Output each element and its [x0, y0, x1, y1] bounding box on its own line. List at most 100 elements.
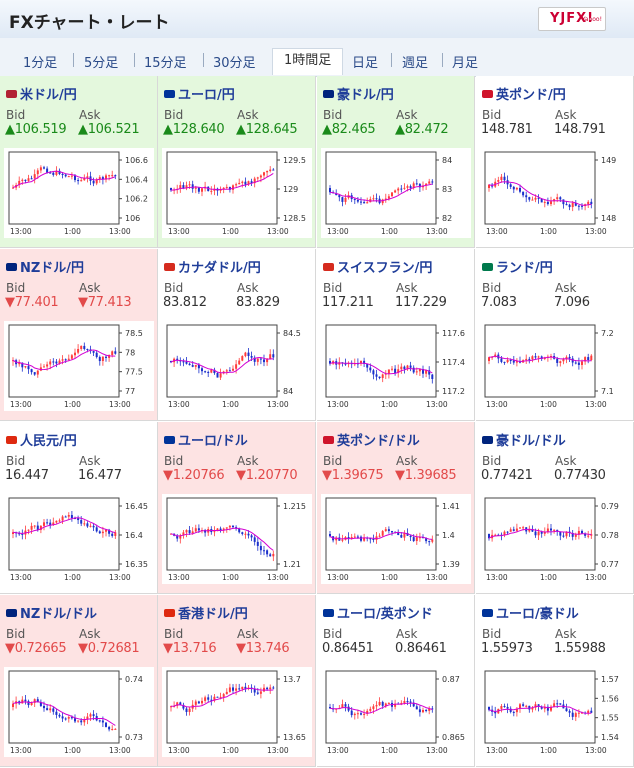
candle	[95, 527, 98, 532]
pair-link[interactable]: 英ポンド/ドル	[323, 430, 420, 449]
moving-average-line	[488, 705, 592, 714]
candle	[86, 716, 89, 720]
tab-15min[interactable]: 15分足	[144, 56, 187, 71]
candle	[95, 179, 98, 184]
ask-value: 1.55988	[554, 641, 606, 656]
candle	[86, 523, 89, 527]
price-chart[interactable]: 84.5 84 13:00 1:00 13:00	[162, 321, 312, 411]
price-chart[interactable]: 84 83 82 13:00 1:00 13:00	[321, 148, 471, 238]
bid-label: Bid	[323, 454, 343, 468]
tab-1min[interactable]: 1分足	[23, 56, 58, 71]
candle	[114, 175, 117, 177]
pair-link[interactable]: NZドル/ドル	[6, 603, 97, 622]
price-chart[interactable]: 1.57 1.56 1.55 1.54 13:00 1:00 13:00	[480, 667, 630, 757]
candle	[24, 699, 27, 702]
y-tick-label: 106.2	[125, 195, 148, 204]
price-chart[interactable]: 16.45 16.4 16.35 13:00 1:00 13:00	[4, 494, 154, 584]
candle	[194, 701, 197, 705]
pair-link[interactable]: ユーロ/ドル	[164, 430, 248, 449]
price-chart[interactable]: 129.5 129 128.5 13:00 1:00 13:00	[162, 148, 312, 238]
y-tick-label: 7.2	[601, 329, 614, 338]
ask-value: ▲106.521	[78, 122, 140, 137]
candle	[33, 525, 36, 527]
pair-link[interactable]: ユーロ/円	[164, 84, 235, 103]
candle	[488, 357, 490, 361]
candle	[247, 533, 250, 536]
candle	[512, 711, 515, 713]
candle	[531, 529, 534, 532]
price-chart[interactable]: 0.79 0.78 0.77 13:00 1:00 13:00	[480, 494, 630, 584]
candle	[375, 198, 378, 200]
price-chart[interactable]: 106.6 106.4 106.2 106 13:00 1:00 13:00	[4, 148, 154, 238]
pair-link[interactable]: ランド/円	[482, 257, 553, 276]
candle	[67, 515, 70, 517]
price-chart[interactable]: 0.74 0.73 13:00 1:00 13:00	[4, 667, 154, 757]
candle	[108, 355, 111, 358]
pair-link[interactable]: NZドル/円	[6, 257, 84, 276]
tab-30min[interactable]: 30分足	[213, 56, 256, 71]
y-tick-label: 1.39	[442, 560, 460, 569]
candle	[553, 529, 556, 531]
candle	[488, 534, 490, 539]
tab-1hour[interactable]: 1時間足	[272, 48, 344, 75]
candle	[101, 720, 104, 723]
price-chart[interactable]: 1.215 1.21 13:00 1:00 13:00	[162, 494, 312, 584]
x-tick-label: 13:00	[168, 400, 190, 409]
pair-link[interactable]: 豪ドル/円	[323, 84, 394, 103]
candle	[241, 686, 244, 690]
candle	[225, 370, 228, 372]
candle	[559, 197, 562, 200]
rate-cell: 米ドル/円 Bid Ask ▲106.519 ▲106.521 106.6 106.4 106…	[0, 76, 158, 248]
tab-daily[interactable]: 日足	[352, 56, 379, 71]
ask-label: Ask	[237, 281, 259, 295]
tab-separator	[442, 53, 443, 67]
candle	[400, 702, 403, 704]
bid-value: ▼0.72665	[5, 641, 67, 656]
price-chart[interactable]: 117.6 117.4 117.2 13:00 1:00 13:00	[321, 321, 471, 411]
candle	[519, 187, 521, 192]
candle	[235, 688, 238, 691]
candle	[577, 530, 580, 535]
price-chart[interactable]: 7.2 7.1 13:00 1:00 13:00	[480, 321, 630, 411]
rate-cell: NZドル/円 Bid Ask ▼77.401 ▼77.413 78.5 78 77.5 77 13…	[0, 249, 158, 421]
pair-link[interactable]: 豪ドル/ドル	[482, 430, 566, 449]
pair-link[interactable]: 英ポンド/円	[482, 84, 566, 103]
candle	[210, 190, 213, 192]
pair-link[interactable]: カナダドル/円	[164, 257, 261, 276]
price-chart[interactable]: 78.5 78 77.5 77 13:00 1:00 13:00	[4, 321, 154, 411]
candle	[403, 187, 406, 189]
tab-5min[interactable]: 5分足	[84, 56, 119, 71]
price-chart[interactable]: 0.87 0.865 13:00 1:00 13:00	[321, 667, 471, 757]
pair-link[interactable]: 香港ドル/円	[164, 603, 248, 622]
yjfx-logo[interactable]: YJFX! Yahoo!	[538, 7, 606, 31]
x-tick-label: 13:00	[267, 400, 289, 409]
pair-link[interactable]: 米ドル/円	[6, 84, 77, 103]
pair-link[interactable]: ユーロ/英ポンド	[323, 603, 433, 622]
pair-link[interactable]: 人民元/円	[6, 430, 77, 449]
tab-monthly[interactable]: 月足	[452, 56, 479, 71]
bid-label: Bid	[164, 627, 184, 641]
ask-label: Ask	[237, 454, 259, 468]
bid-value: ▲128.640	[163, 122, 225, 137]
candle	[397, 369, 400, 373]
candle	[543, 706, 546, 709]
ask-label: Ask	[237, 627, 259, 641]
price-chart[interactable]: 1.41 1.4 1.39 13:00 1:00 13:00	[321, 494, 471, 584]
candle	[225, 691, 228, 695]
candle	[422, 537, 424, 539]
ask-value: 0.77430	[554, 468, 606, 483]
candle	[344, 704, 347, 707]
pair-link[interactable]: スイスフラン/円	[323, 257, 432, 276]
candle	[353, 713, 356, 716]
y-tick-label: 84.5	[283, 329, 301, 338]
moving-average-line	[170, 356, 274, 374]
price-chart[interactable]: 13.7 13.65 13:00 1:00 13:00	[162, 667, 312, 757]
candle	[515, 361, 518, 363]
bid-label: Bid	[482, 627, 502, 641]
pair-link[interactable]: ユーロ/豪ドル	[482, 603, 579, 622]
rate-cell: 英ポンド/円 Bid Ask 148.781 148.791 149 148 13:00 1:0…	[476, 76, 634, 248]
tab-weekly[interactable]: 週足	[402, 56, 429, 71]
candle	[428, 708, 431, 711]
ask-value: 16.477	[78, 468, 122, 483]
price-chart[interactable]: 149 148 13:00 1:00 13:00	[480, 148, 630, 238]
